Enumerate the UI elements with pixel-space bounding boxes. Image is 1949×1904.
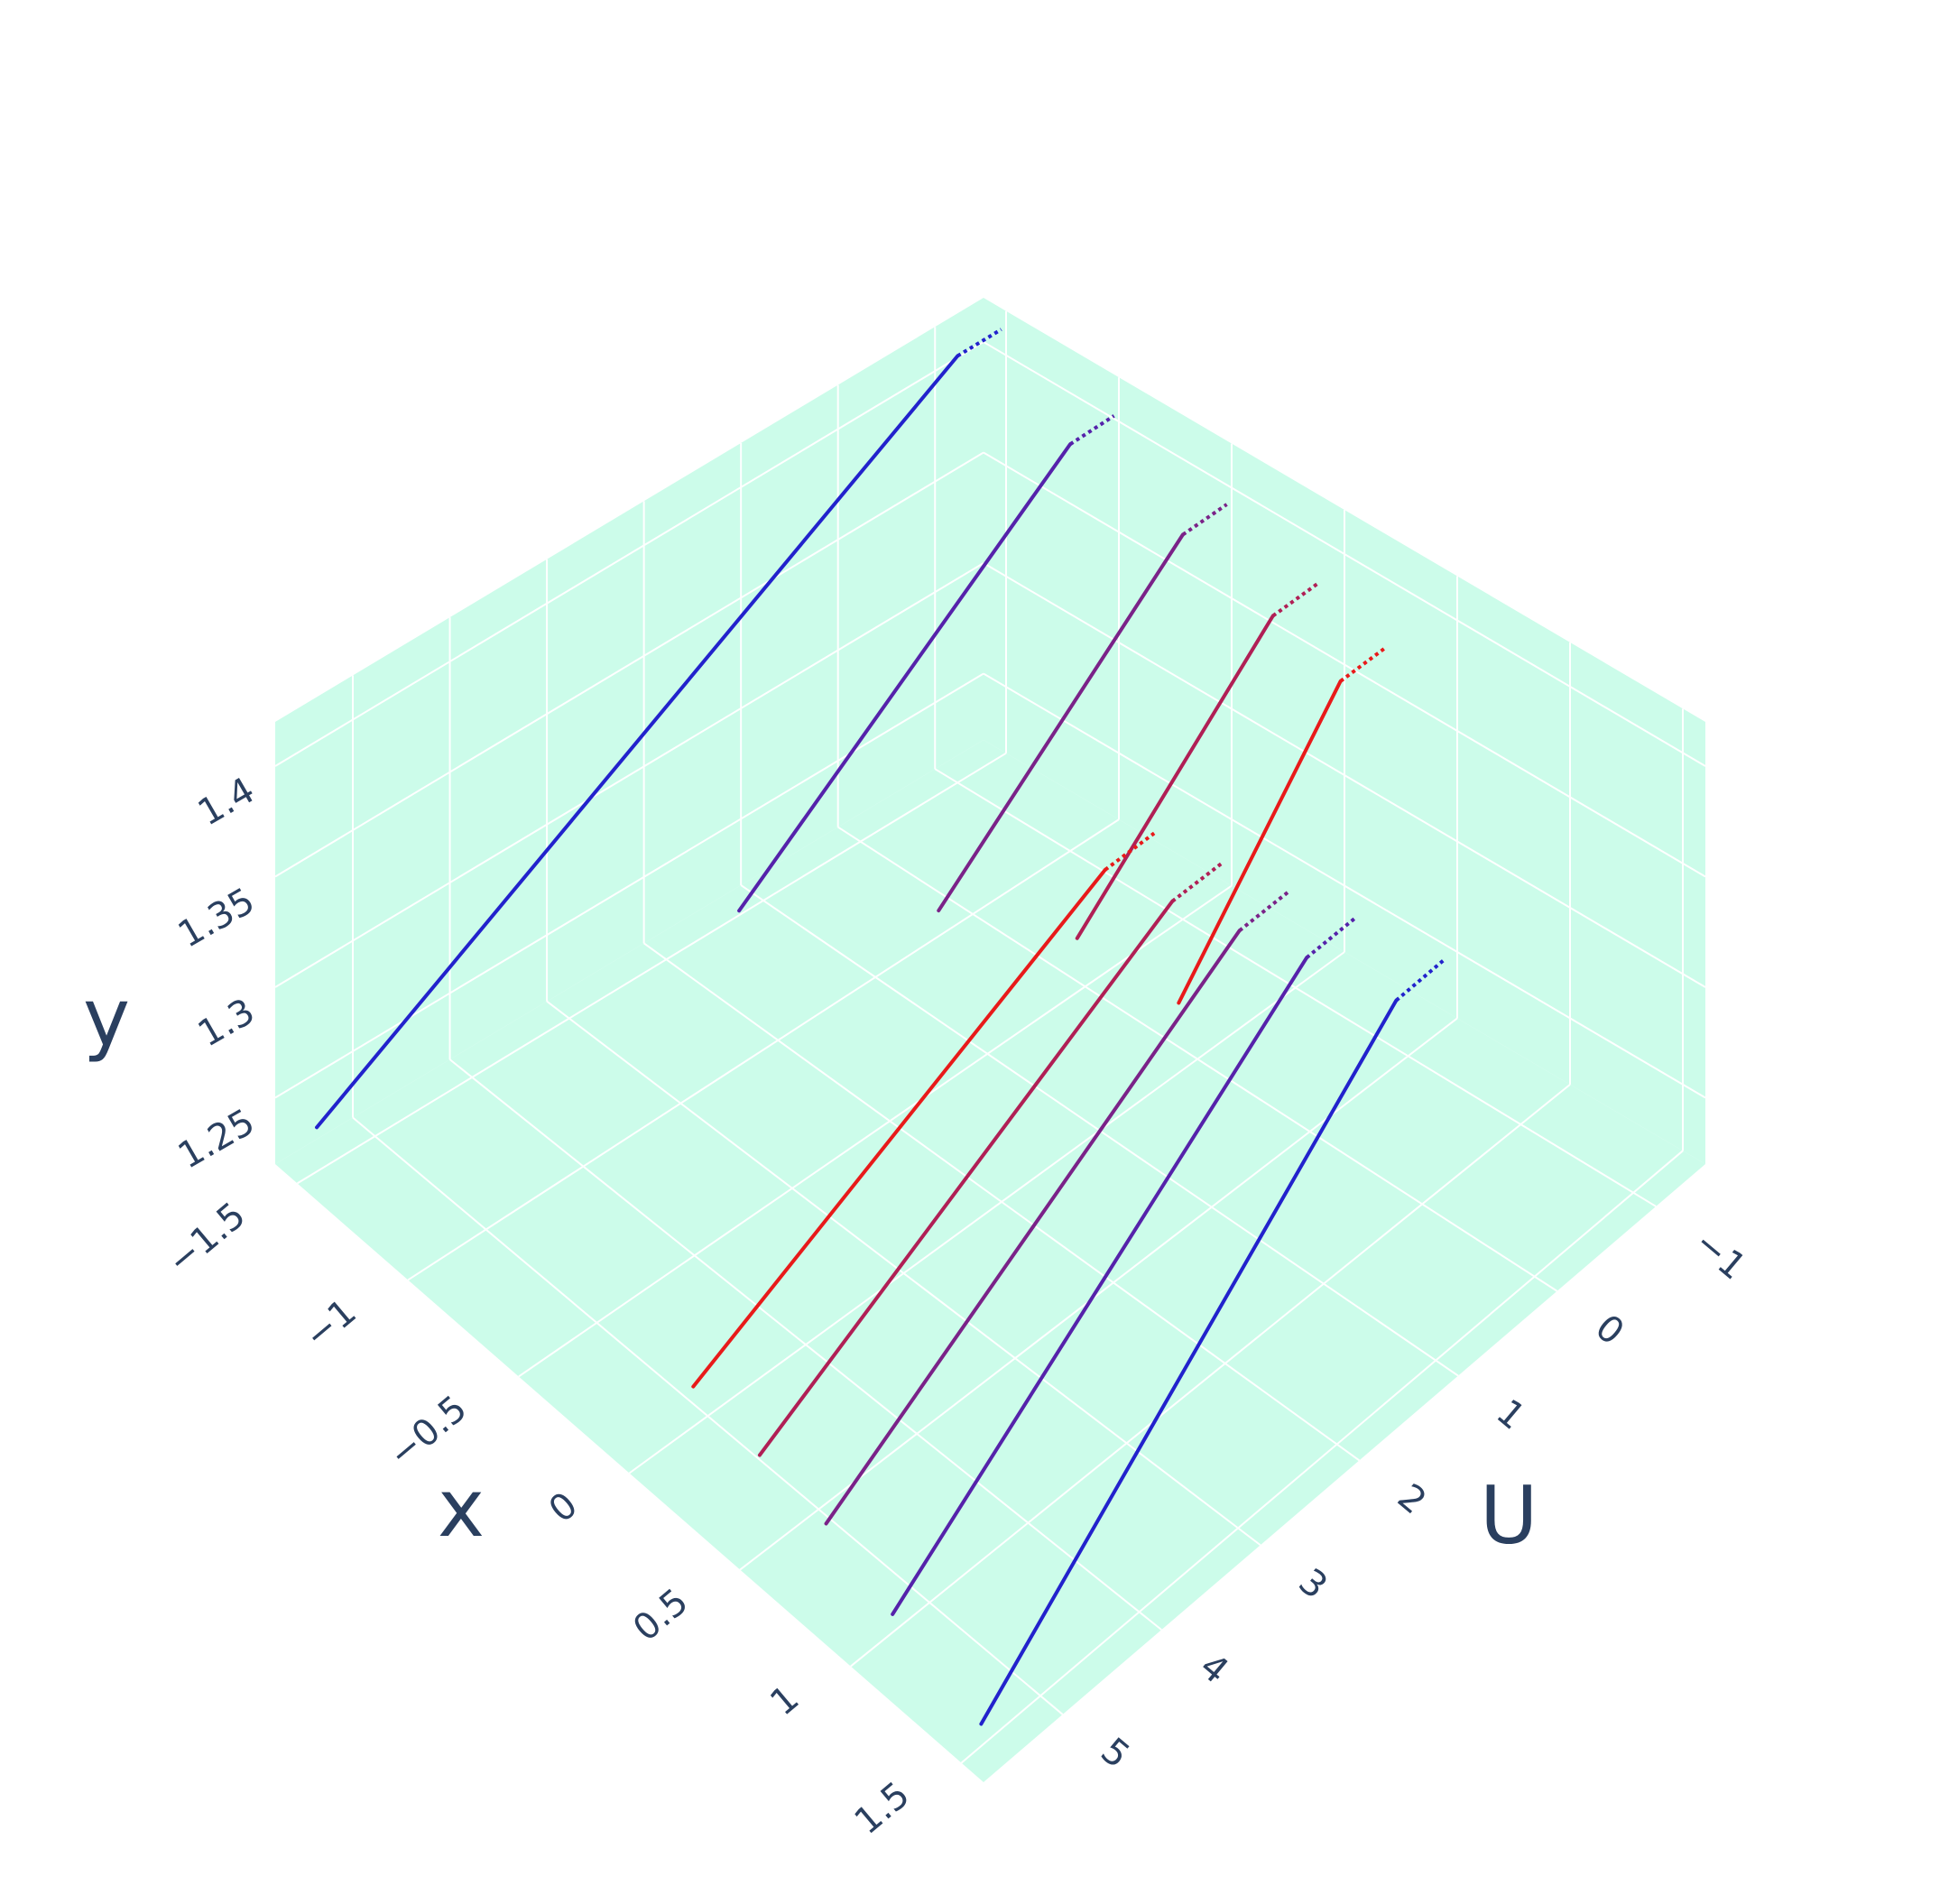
u-tick-label: 5 xyxy=(1093,1730,1137,1777)
grid-line-u xyxy=(352,1116,1064,1715)
series-tail-7 xyxy=(1171,862,1223,903)
x-tick-label: 0 xyxy=(541,1484,586,1531)
series-lines xyxy=(315,328,1447,1726)
grid-line-y xyxy=(274,562,984,988)
u-tick-label: 0 xyxy=(1587,1307,1631,1354)
grid-line-x xyxy=(518,884,1233,1378)
series-line-9 xyxy=(891,956,1309,1616)
grid-line-y xyxy=(983,562,1706,988)
series-tail-6 xyxy=(1104,831,1156,872)
x-axis-title: x xyxy=(438,1462,485,1555)
grid-line-u xyxy=(448,1058,1162,1631)
series-tail-3 xyxy=(1181,503,1228,537)
grid-line-u xyxy=(934,768,1657,1207)
series-tail-5 xyxy=(1339,646,1386,683)
grid-line-y xyxy=(274,451,984,878)
y-tick-label: 1.35 xyxy=(171,880,262,956)
grid-line-y xyxy=(983,451,1706,878)
series-tail-1 xyxy=(956,328,1002,358)
floor-pane xyxy=(275,740,1705,1782)
series-line-10 xyxy=(979,998,1399,1726)
series-tail-2 xyxy=(1068,414,1115,446)
y-tick-label: 1.4 xyxy=(191,770,262,835)
series-line-1 xyxy=(315,354,960,1130)
series-line-5 xyxy=(1177,679,1343,1005)
series-line-7 xyxy=(757,899,1175,1457)
series-line-2 xyxy=(737,442,1073,913)
y-tick-label: 1.25 xyxy=(171,1101,262,1177)
x-tick-label: 1 xyxy=(762,1678,807,1724)
series-line-3 xyxy=(937,532,1185,913)
x-tick-label: 0.5 xyxy=(625,1581,696,1650)
scene-grid xyxy=(274,310,1706,1764)
grid-line-x xyxy=(407,818,1120,1281)
u-tick-label: −1 xyxy=(1686,1222,1754,1288)
grid-line-x xyxy=(850,1084,1571,1668)
x-tick-label: −1 xyxy=(297,1291,365,1357)
x-tick-label: 1.5 xyxy=(847,1774,918,1843)
series-line-4 xyxy=(1075,614,1275,940)
series-line-8 xyxy=(824,929,1242,1526)
grid-line-y xyxy=(274,341,984,767)
grid-line-u xyxy=(837,826,1558,1292)
grid-line-y xyxy=(983,672,1706,1099)
grid-line-u xyxy=(643,942,1361,1462)
series-tail-10 xyxy=(1395,957,1447,1003)
grid-line-u xyxy=(546,1000,1261,1547)
u-tick-label: 4 xyxy=(1192,1646,1236,1693)
y-tick-label: 1.3 xyxy=(191,991,262,1056)
x-tick-label: −1.5 xyxy=(160,1195,254,1283)
grid-line-x xyxy=(297,752,1007,1185)
series-line-6 xyxy=(691,867,1107,1389)
series-tail-9 xyxy=(1305,916,1358,959)
back-wall-x xyxy=(275,298,984,1164)
grid-line-y xyxy=(983,341,1706,767)
u-axis-title: U xyxy=(1480,1469,1538,1562)
grid-line-x xyxy=(960,1150,1684,1764)
grid-line-x xyxy=(628,951,1345,1474)
grid-line-y xyxy=(274,672,984,1099)
y-axis-title: y xyxy=(83,971,130,1064)
u-tick-label: 3 xyxy=(1290,1561,1335,1608)
u-tick-label: 2 xyxy=(1390,1476,1434,1523)
series-tail-4 xyxy=(1271,582,1318,618)
u-tick-label: 1 xyxy=(1489,1391,1533,1438)
series-tail-8 xyxy=(1238,890,1290,932)
